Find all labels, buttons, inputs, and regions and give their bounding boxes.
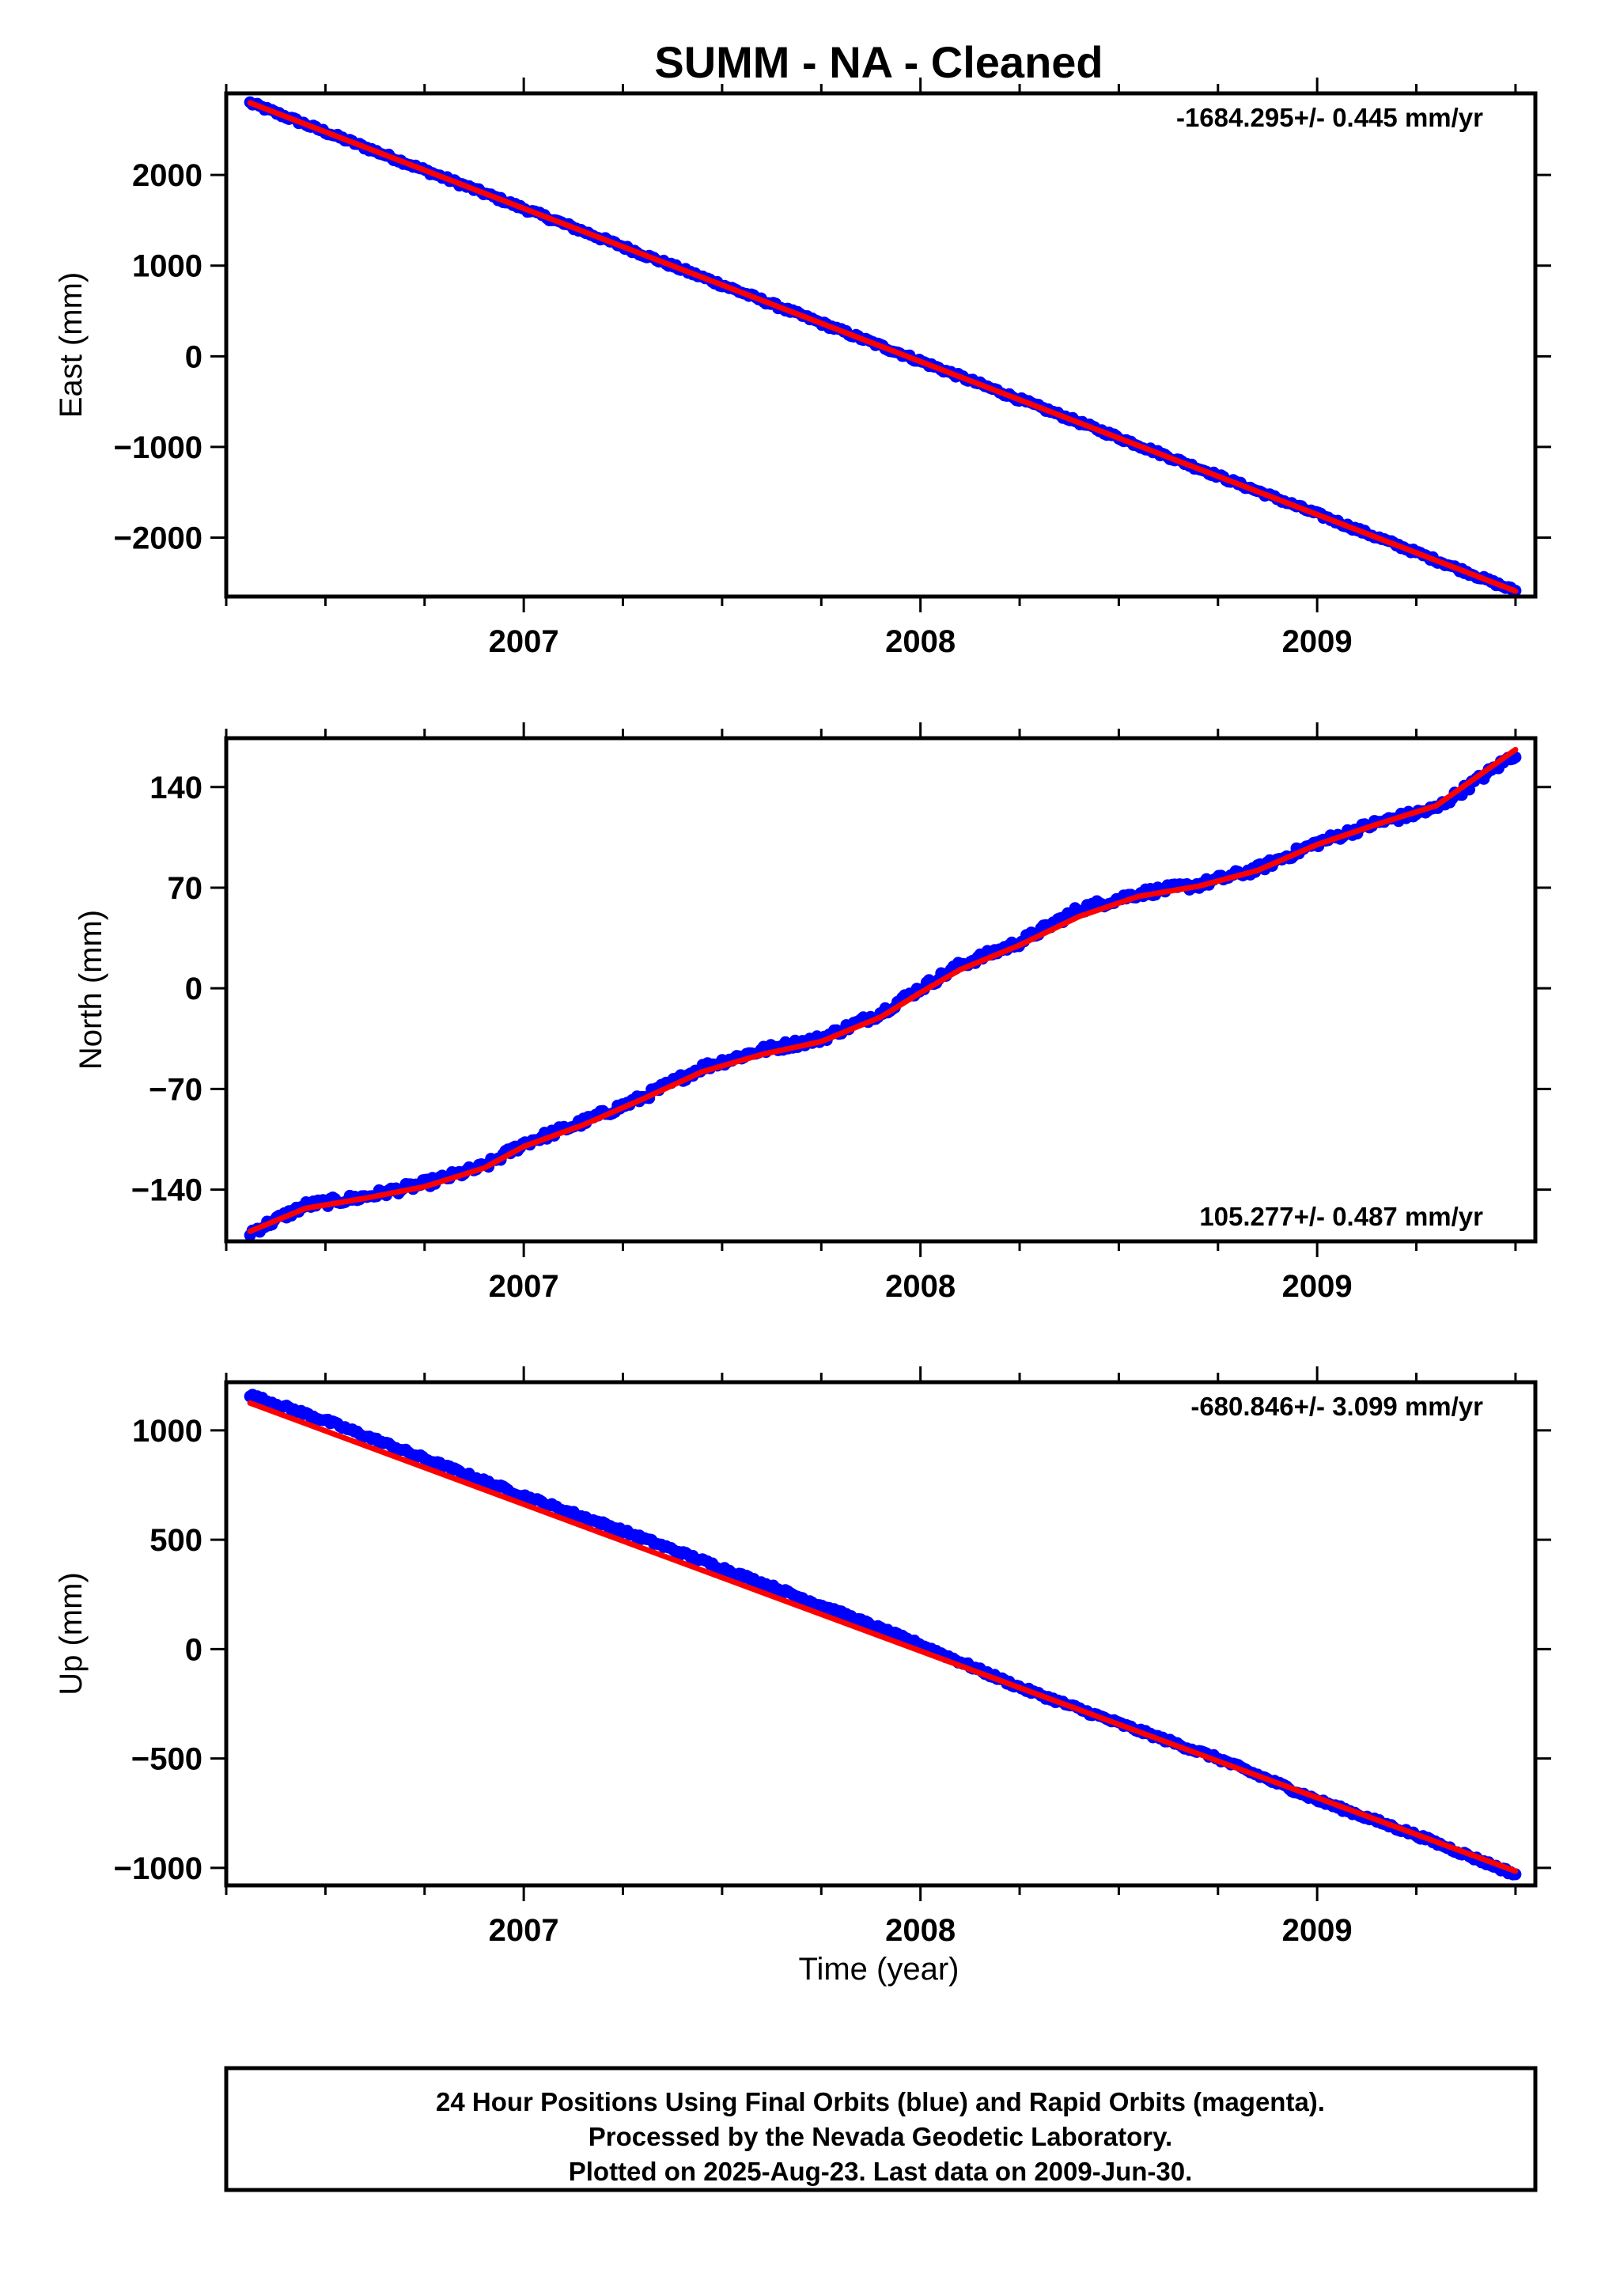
y-tick-label: −70 [149,1072,202,1107]
x-tick-label: 2008 [885,1269,956,1304]
y-tick-label: 0 [185,339,202,374]
y-tick-label: 500 [150,1523,202,1558]
y-tick-label: −140 [131,1173,202,1208]
footer-line-3: Plotted on 2025-Aug-23. Last data on 200… [569,2157,1193,2186]
y-tick-label: −2000 [114,521,202,556]
panel-north: 2007 2008 2009 140 70 0 −70 −140 North (mm) 105.2… [74,722,1551,1304]
x-tick-label: 2009 [1282,1269,1353,1304]
y-tick-label: −1000 [114,1851,202,1886]
footer-line-2: Processed by the Nevada Geodetic Laborat… [589,2122,1172,2151]
plot-frame-east [224,91,1538,599]
footer-line-1: 24 Hour Positions Using Final Orbits (bl… [436,2087,1325,2116]
panel-up: 2007 2008 2009 1000 500 0 −500 −1000 Up (mm) -680… [54,1366,1551,1948]
y-axis-label-up: Up (mm) [54,1572,89,1695]
figure-title: SUMM - NA - Cleaned [654,37,1103,87]
y-tick-label: 0 [185,972,202,1006]
x-tick-label: 2008 [885,1913,956,1948]
y-tick-label: −500 [131,1742,202,1777]
y-tick-label: 1000 [132,1414,202,1449]
x-tick-label: 2009 [1282,624,1353,659]
panels: 2007 2008 2009 2000 1000 0 −1000 −2000 East (mm)… [54,78,1551,1948]
rate-annotation-east: -1684.295+/- 0.445 mm/yr [1176,103,1483,132]
fit-line-east [247,100,1519,594]
plot-frame-up [224,1380,1538,1888]
y-tick-label: 0 [185,1632,202,1667]
x-tick-label: 2007 [489,1269,559,1304]
fit-line-up [247,1400,1519,1874]
y-tick-label: 140 [150,771,202,805]
x-axis-label: Time (year) [799,1952,959,1987]
rate-annotation-up: -680.846+/- 3.099 mm/yr [1190,1392,1483,1421]
footer-box [224,2066,1538,2192]
y-tick-label: 70 [168,871,203,906]
fit-line-north [247,747,1519,1234]
y-tick-label: 1000 [132,249,202,284]
x-tick-label: 2007 [489,1913,559,1948]
y-tick-label: −1000 [114,430,202,465]
y-axis-label-east: East (mm) [54,272,89,418]
y-axis-label-north: North (mm) [74,910,108,1070]
x-tick-label: 2008 [885,624,956,659]
y-tick-label: 2000 [132,158,202,193]
panel-east: 2007 2008 2009 2000 1000 0 −1000 −2000 East (mm)… [54,78,1551,659]
x-tick-label: 2009 [1282,1913,1353,1948]
plot-frame-north [224,736,1538,1244]
rate-annotation-north: 105.277+/- 0.487 mm/yr [1199,1202,1483,1231]
data-cloud-north [244,751,1522,1241]
x-tick-label: 2007 [489,624,559,659]
